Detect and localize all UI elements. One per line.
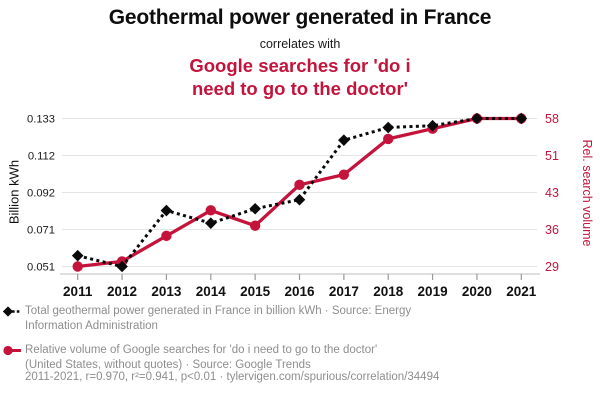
legend-item-geothermal: Total geothermal power generated in Fran… [3,304,411,334]
data-point-diamond [116,260,128,273]
legend-item-searches: Relative volume of Google searches for '… [3,343,411,373]
chart-subtitle: Google searches for 'do i need to go to … [189,55,411,99]
black-diamond-dashed-line-icon [3,306,21,317]
x-tick-label: 2011 [63,284,93,299]
chart-plot: 0.051 29 0.071 36 0.092 43 0.112 51 0.133 58 2011 2… [27,112,559,299]
x-tick-label: 2019 [418,284,448,299]
left-axis-tick-label: 0.092 [27,188,55,200]
x-tick-label: 2013 [151,284,182,299]
data-point-circle [338,169,350,180]
data-point-diamond [426,119,439,132]
data-point-circle [161,230,172,242]
x-tick-label: 2020 [462,284,492,299]
legend-label: Relative volume of Google searches for '… [25,343,378,371]
x-tick-label: 2015 [240,284,271,299]
data-point-circle [294,179,305,191]
data-point-diamond [293,193,306,206]
x-tick-label: 2016 [284,284,315,299]
x-tick-label: 2017 [329,284,359,299]
correlates-with-text: correlates with [259,37,341,51]
data-point-diamond [160,204,173,217]
chart-legend: Total geothermal power generated in Fran… [3,304,411,373]
data-point-circle [205,205,216,216]
data-point-circle [383,133,394,145]
x-tick-label: 2012 [107,284,137,299]
right-axis-tick-label: 36 [545,223,559,237]
x-tick-label: 2018 [373,284,404,299]
right-axis-tick-label: 29 [545,260,559,274]
data-point-diamond [204,217,217,229]
red-circle-solid-line-icon [3,345,21,355]
data-point-diamond [249,202,261,215]
left-axis-tick-label: 0.071 [27,225,55,237]
left-axis-tick-label: 0.133 [27,114,55,126]
right-axis-tick-label: 43 [545,186,559,200]
stats-footnote: 2011-2021, r=0.970, r²=0.941, p<0.01 · t… [25,371,440,383]
data-point-diamond [338,134,350,146]
data-point-diamond [471,112,483,125]
x-tick-label: 2021 [506,284,537,299]
right-axis-tick-label: 58 [545,112,559,126]
legend-label: Total geothermal power generated in Fran… [25,305,412,332]
chart-title: Geothermal power generated in France [108,6,492,29]
right-axis-tick-label: 51 [545,149,559,163]
data-point-diamond [71,249,84,262]
data-point-circle [72,261,83,272]
data-point-diamond [382,121,395,134]
left-axis-tick-label: 0.051 [27,262,55,274]
data-point-circle [249,220,261,231]
left-axis-tick-label: 0.112 [28,151,55,163]
data-point-diamond [515,112,528,125]
x-tick-label: 2014 [196,284,227,299]
